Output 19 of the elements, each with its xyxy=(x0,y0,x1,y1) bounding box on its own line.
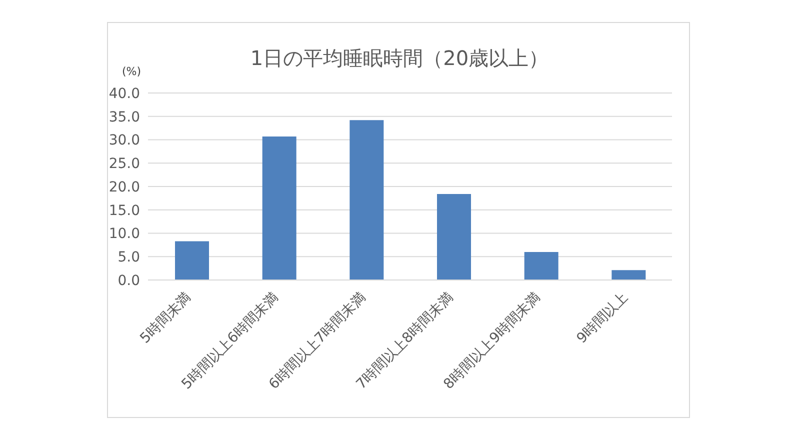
y-tick-label: 35.0 xyxy=(108,109,140,126)
y-tick-label: 15.0 xyxy=(108,202,140,219)
x-tick-label: 5時間未満 xyxy=(137,290,194,347)
bar xyxy=(524,252,558,280)
y-tick-label: 30.0 xyxy=(108,132,140,149)
y-tick-label: 10.0 xyxy=(108,226,140,242)
bar xyxy=(437,194,471,280)
chart-title: 1日の平均睡眠時間（20歳以上） xyxy=(250,46,549,70)
bar xyxy=(262,136,296,280)
x-tick-label: 9時間以上 xyxy=(574,290,632,347)
bar xyxy=(350,120,384,280)
y-tick-label: 20.0 xyxy=(108,179,140,196)
y-tick-label: 40.0 xyxy=(108,86,140,102)
y-tick-label: 0.0 xyxy=(118,272,140,289)
bar xyxy=(175,241,209,280)
bar xyxy=(612,270,646,280)
y-tick-label: 5.0 xyxy=(118,250,140,266)
y-tick-label: 25.0 xyxy=(108,156,140,172)
y-axis-title: (%) xyxy=(122,65,142,78)
